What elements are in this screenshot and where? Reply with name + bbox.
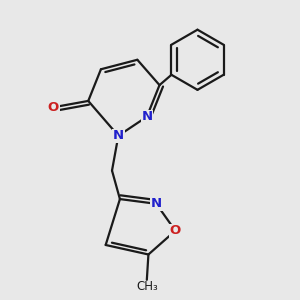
Text: N: N — [151, 197, 162, 210]
Text: N: N — [141, 110, 152, 123]
Text: O: O — [170, 224, 181, 237]
Text: CH₃: CH₃ — [136, 280, 158, 293]
Text: O: O — [48, 101, 59, 114]
Text: N: N — [113, 129, 124, 142]
